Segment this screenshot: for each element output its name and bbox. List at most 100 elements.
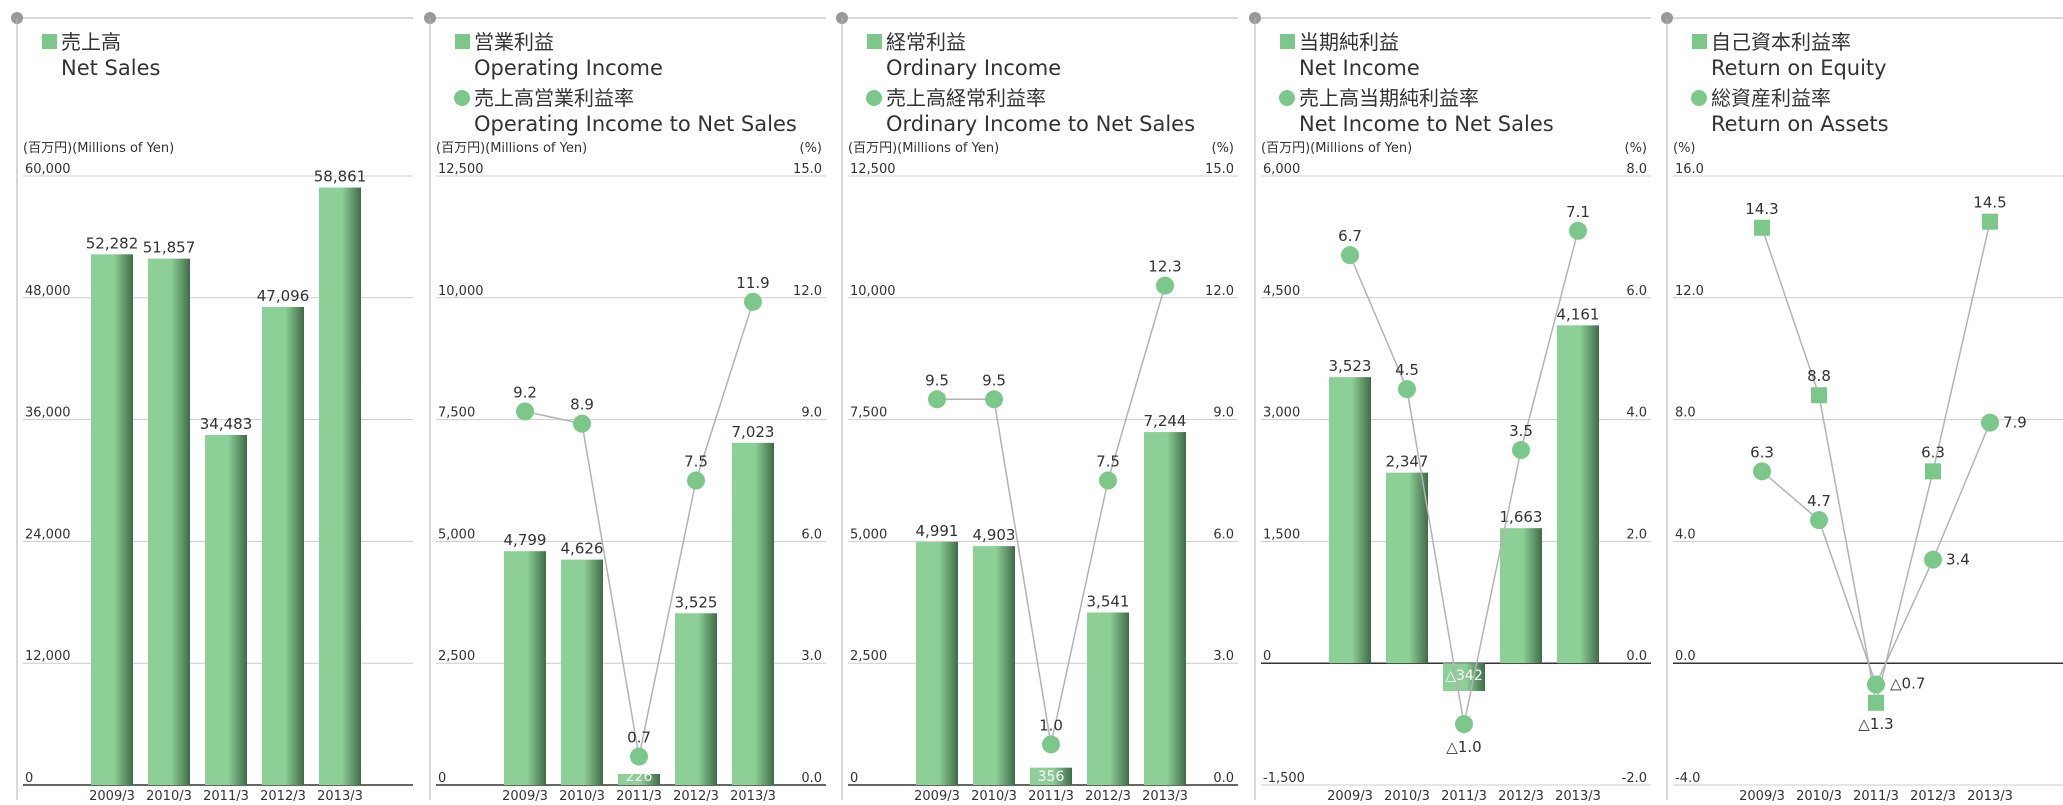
legend-square-icon [1692, 34, 1707, 49]
legend-square-icon [867, 34, 882, 49]
x-tick-label: 2011/3 [1028, 789, 1074, 804]
ratio-label: 9.5 [982, 371, 1006, 389]
bar-2011/3 [618, 773, 660, 785]
roa-point-2012/3 [1924, 550, 1942, 569]
title-jp: 経常利益 [886, 30, 966, 54]
series-value-label: 6.3 [1921, 443, 1945, 461]
x-tick-label: 2010/3 [971, 789, 1017, 804]
y-tick-label: 48,000 [25, 284, 71, 299]
bar-2010/3 [148, 258, 190, 785]
roa-point-2009/3 [1753, 462, 1771, 481]
title-en: Ordinary Income [886, 56, 1061, 80]
series-value-label: 14.5 [1973, 194, 2006, 212]
series-value-label: 3.4 [1946, 551, 1970, 569]
ratio-point-2012/3 [1099, 471, 1117, 490]
y-tick-label: -1,500 [1263, 771, 1305, 786]
bar-2009/3 [504, 551, 546, 785]
x-tick-label: 2012/3 [673, 789, 719, 804]
ratio-point-2011/3 [630, 747, 648, 766]
ratio-point-2013/3 [744, 292, 762, 311]
x-tick-label: 2012/3 [1085, 789, 1131, 804]
roa-point-2011/3 [1867, 675, 1885, 694]
roa-point-2013/3 [1981, 413, 1999, 432]
bar-value-label: 1,663 [1500, 508, 1543, 526]
bar-2011/3 [1030, 767, 1072, 785]
right-axis-unit: (%) [1625, 141, 1648, 156]
roa-point-2010/3 [1810, 511, 1828, 530]
y2-tick-label: 4.0 [1626, 406, 1647, 421]
y2-tick-label: 6.0 [1626, 284, 1647, 299]
title2-jp: 総資産利益率 [1711, 86, 1831, 110]
y2-tick-label: 12.0 [1205, 284, 1234, 299]
bar-value-label: 7,244 [1144, 412, 1187, 430]
series-value-label: 6.3 [1750, 443, 1774, 461]
x-tick-label: 2010/3 [1384, 789, 1430, 804]
x-tick-label: 2009/3 [89, 789, 135, 804]
title2-jp: 売上高当期純利益率 [1299, 86, 1479, 110]
bar-value-label: △342 [1445, 668, 1483, 684]
bar-value-label: 7,023 [732, 423, 775, 441]
ratio-label: 12.3 [1148, 258, 1181, 276]
ratio-label: 0.7 [627, 729, 651, 747]
y-tick-label: 0 [1263, 649, 1271, 664]
y-tick-label: 2,500 [850, 649, 887, 664]
y-tick-label: 4.0 [1675, 527, 1696, 542]
title2-jp: 売上高営業利益率 [474, 86, 634, 110]
y-tick-label: 7,500 [438, 406, 475, 421]
series-value-label: △0.7 [1890, 675, 1925, 693]
legend-circle-icon [454, 90, 470, 106]
ratio-point-2009/3 [516, 402, 534, 421]
y-tick-label: -4.0 [1675, 771, 1700, 786]
y2-tick-label: 6.0 [801, 527, 822, 542]
bar-value-label: 226 [626, 769, 653, 785]
bar-2010/3 [973, 546, 1015, 785]
bar-2012/3 [1087, 612, 1129, 785]
bar-2011/3 [205, 434, 247, 785]
legend-square-icon [455, 34, 470, 49]
ratio-line [937, 285, 1166, 745]
ratio-point-2010/3 [1398, 380, 1416, 399]
legend-circle-icon [1279, 90, 1295, 106]
roe-point-2012/3 [1925, 463, 1941, 480]
bar-value-label: 2,347 [1386, 453, 1429, 471]
x-tick-label: 2012/3 [260, 789, 306, 804]
y-tick-label: 0.0 [1675, 649, 1696, 664]
ratio-label: 7.1 [1566, 203, 1590, 221]
title-jp: 自己資本利益率 [1711, 30, 1851, 54]
left-axis-unit: (百万円)(Millions of Yen) [1261, 141, 1412, 156]
ratio-label: 3.5 [1509, 422, 1533, 440]
x-tick-label: 2009/3 [502, 789, 548, 804]
y-tick-label: 4,500 [1263, 284, 1300, 299]
title-jp: 売上高 [61, 30, 121, 54]
bar-2013/3 [1557, 325, 1599, 664]
x-tick-label: 2010/3 [559, 789, 605, 804]
series-value-label: 8.8 [1807, 367, 1831, 385]
x-tick-label: 2011/3 [1853, 789, 1899, 804]
y-tick-label: 36,000 [25, 406, 71, 421]
left-axis-unit: (百万円)(Millions of Yen) [848, 141, 999, 156]
x-tick-label: 2010/3 [146, 789, 192, 804]
x-tick-label: 2013/3 [1555, 789, 1601, 804]
series-value-label: 7.9 [2003, 414, 2027, 432]
title-en: Net Income [1299, 56, 1420, 80]
bar-value-label: 356 [1038, 769, 1065, 785]
ratio-label: 7.5 [1096, 453, 1120, 471]
ratio-label: 1.0 [1039, 716, 1063, 734]
bar-2013/3 [1144, 432, 1186, 785]
bar-value-label: 51,857 [143, 239, 196, 257]
y2-tick-label: 8.0 [1626, 162, 1647, 177]
ratio-point-2009/3 [1341, 246, 1359, 265]
bar-value-label: 58,861 [314, 168, 367, 186]
y-tick-label: 7,500 [850, 406, 887, 421]
y-tick-label: 6,000 [1263, 162, 1300, 177]
legend-square-icon [42, 34, 57, 49]
bar-value-label: 4,991 [916, 522, 959, 540]
bar-2009/3 [916, 541, 958, 785]
x-tick-label: 2010/3 [1796, 789, 1842, 804]
y2-tick-label: 9.0 [1213, 406, 1234, 421]
legend-circle-icon [866, 90, 882, 106]
ratio-point-2012/3 [1512, 441, 1530, 460]
